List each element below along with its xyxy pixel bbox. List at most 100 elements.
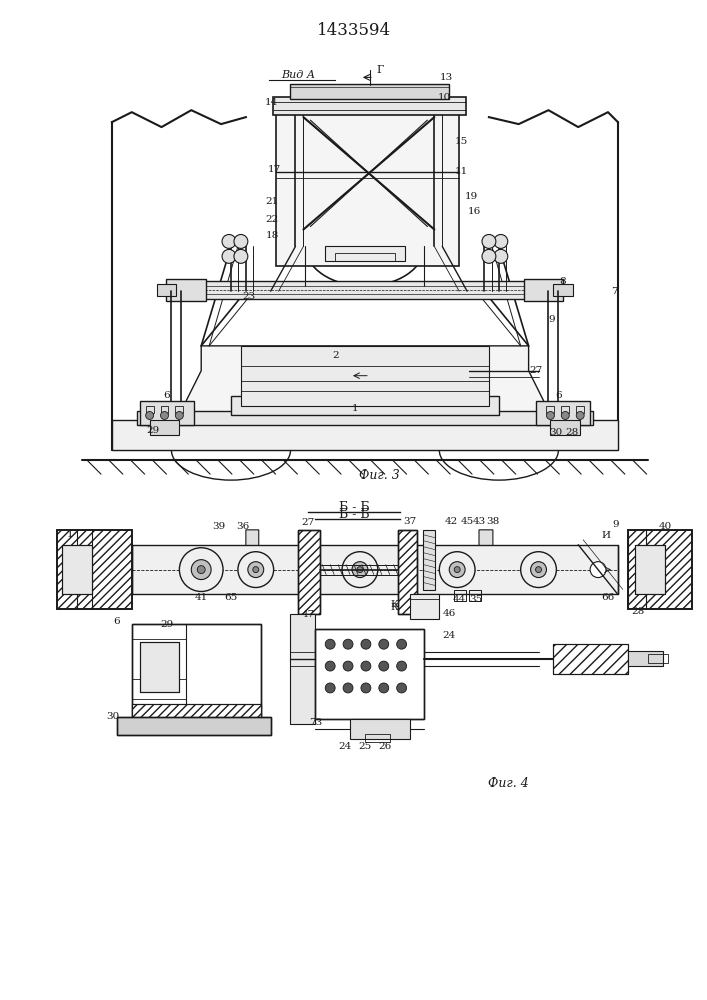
Circle shape bbox=[397, 683, 407, 693]
Circle shape bbox=[343, 639, 353, 649]
Bar bbox=[335, 253, 395, 261]
Text: И: И bbox=[602, 531, 611, 540]
Bar bbox=[298, 530, 320, 614]
Text: 8: 8 bbox=[559, 277, 566, 286]
Polygon shape bbox=[246, 530, 259, 560]
Bar bbox=[241, 346, 489, 406]
Text: 16: 16 bbox=[467, 207, 481, 216]
Circle shape bbox=[222, 249, 236, 263]
Text: 7: 7 bbox=[612, 287, 618, 296]
Text: 39: 39 bbox=[212, 522, 226, 531]
Bar bbox=[132, 704, 261, 719]
Text: 25: 25 bbox=[358, 742, 372, 751]
Text: 2: 2 bbox=[332, 351, 339, 360]
Bar bbox=[628, 651, 662, 666]
Bar bbox=[628, 530, 692, 609]
Text: 36: 36 bbox=[236, 522, 250, 531]
Bar bbox=[409, 594, 439, 619]
Circle shape bbox=[234, 249, 248, 263]
Bar bbox=[635, 545, 665, 594]
Circle shape bbox=[357, 567, 363, 573]
Bar bbox=[62, 545, 92, 594]
Circle shape bbox=[379, 639, 389, 649]
Text: 28: 28 bbox=[631, 607, 644, 616]
Text: К: К bbox=[391, 603, 399, 612]
Bar bbox=[273, 97, 466, 115]
Bar bbox=[57, 530, 132, 609]
Bar bbox=[576, 406, 584, 413]
Text: 9: 9 bbox=[612, 520, 619, 529]
Bar bbox=[276, 102, 459, 266]
Bar bbox=[315, 629, 424, 719]
Bar bbox=[57, 530, 132, 609]
Text: 47: 47 bbox=[302, 610, 315, 619]
Bar bbox=[140, 642, 180, 692]
Circle shape bbox=[175, 411, 183, 419]
Bar bbox=[175, 406, 183, 413]
Circle shape bbox=[342, 552, 378, 588]
Bar bbox=[201, 281, 529, 299]
Circle shape bbox=[180, 548, 223, 591]
Bar bbox=[112, 420, 618, 450]
Bar bbox=[423, 530, 436, 590]
Bar bbox=[551, 420, 580, 435]
Circle shape bbox=[361, 639, 371, 649]
Circle shape bbox=[547, 411, 554, 419]
Circle shape bbox=[352, 562, 368, 578]
Circle shape bbox=[397, 639, 407, 649]
Bar bbox=[561, 406, 569, 413]
Circle shape bbox=[397, 661, 407, 671]
Bar bbox=[231, 396, 499, 415]
Text: 38: 38 bbox=[486, 517, 500, 526]
Text: 22: 22 bbox=[265, 215, 279, 224]
Circle shape bbox=[482, 234, 496, 248]
Bar bbox=[315, 629, 424, 719]
Text: 45: 45 bbox=[460, 517, 474, 526]
Text: 26: 26 bbox=[378, 742, 392, 751]
Text: 17: 17 bbox=[267, 165, 281, 174]
Text: Фиг. 3: Фиг. 3 bbox=[359, 469, 400, 482]
Text: 1: 1 bbox=[351, 404, 358, 413]
Text: 41: 41 bbox=[194, 593, 208, 602]
Circle shape bbox=[197, 566, 205, 574]
Bar bbox=[117, 717, 271, 735]
Text: 35: 35 bbox=[469, 595, 483, 604]
Circle shape bbox=[449, 562, 465, 578]
Circle shape bbox=[482, 249, 496, 263]
Bar bbox=[397, 530, 418, 614]
Text: 27: 27 bbox=[302, 518, 315, 527]
Text: Вид А: Вид А bbox=[281, 70, 315, 80]
Circle shape bbox=[222, 234, 236, 248]
Text: 73: 73 bbox=[309, 718, 322, 727]
Text: 19: 19 bbox=[464, 192, 478, 201]
Circle shape bbox=[238, 552, 274, 588]
Bar bbox=[140, 401, 194, 425]
Text: 6: 6 bbox=[113, 617, 120, 626]
Text: 27: 27 bbox=[529, 366, 542, 375]
Text: 24: 24 bbox=[339, 742, 351, 751]
Circle shape bbox=[253, 567, 259, 573]
Bar bbox=[547, 406, 554, 413]
Circle shape bbox=[494, 249, 508, 263]
Text: 1: 1 bbox=[67, 530, 74, 539]
Text: 43: 43 bbox=[472, 517, 486, 526]
Text: 65: 65 bbox=[224, 593, 238, 602]
Circle shape bbox=[325, 639, 335, 649]
Circle shape bbox=[343, 683, 353, 693]
Circle shape bbox=[248, 562, 264, 578]
Bar bbox=[325, 246, 404, 261]
Text: 13: 13 bbox=[440, 73, 453, 82]
Bar bbox=[298, 530, 320, 614]
Bar bbox=[648, 654, 667, 663]
Text: Фиг. 4: Фиг. 4 bbox=[489, 777, 529, 790]
Bar bbox=[132, 624, 261, 724]
Text: Б - Б: Б - Б bbox=[339, 508, 369, 521]
Circle shape bbox=[454, 567, 460, 573]
Circle shape bbox=[536, 567, 542, 573]
Text: 1433594: 1433594 bbox=[317, 22, 391, 39]
Text: 66: 66 bbox=[602, 593, 614, 602]
Text: Б - Б: Б - Б bbox=[339, 501, 369, 514]
Circle shape bbox=[325, 661, 335, 671]
Text: 18: 18 bbox=[265, 231, 279, 240]
Bar bbox=[132, 704, 261, 719]
